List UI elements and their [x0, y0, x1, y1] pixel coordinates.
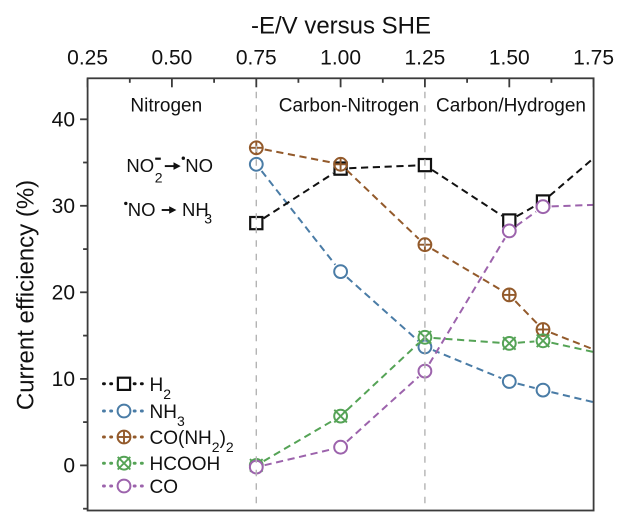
svg-text:NO: NO	[126, 155, 154, 176]
svg-text:0.25: 0.25	[67, 47, 108, 70]
svg-text:10: 10	[52, 368, 75, 391]
svg-text:Current efficiency (%): Current efficiency (%)	[13, 180, 40, 410]
svg-text:20: 20	[52, 282, 75, 305]
svg-text:0.75: 0.75	[236, 47, 277, 70]
svg-text:30: 30	[52, 195, 75, 218]
svg-text:Nitrogen: Nitrogen	[130, 95, 202, 116]
svg-text:2: 2	[155, 169, 163, 185]
svg-text:1.00: 1.00	[320, 47, 361, 70]
svg-text:NH: NH	[182, 199, 209, 220]
svg-text:0.50: 0.50	[151, 47, 192, 70]
svg-text:CO: CO	[150, 477, 179, 498]
svg-text:NO: NO	[185, 155, 213, 176]
svg-text:HCOOH: HCOOH	[150, 454, 221, 475]
svg-text:40: 40	[52, 109, 75, 132]
svg-text:NO: NO	[128, 199, 156, 220]
svg-text:1.75: 1.75	[573, 47, 614, 70]
svg-text:1.50: 1.50	[489, 47, 530, 70]
svg-text:Carbon-Nitrogen: Carbon-Nitrogen	[279, 95, 419, 116]
svg-text:1.25: 1.25	[404, 47, 445, 70]
svg-text:Carbon/Hydrogen: Carbon/Hydrogen	[436, 95, 586, 116]
svg-text:0: 0	[63, 455, 75, 478]
svg-text:3: 3	[204, 210, 212, 226]
svg-text:-E/V versus SHE: -E/V versus SHE	[251, 12, 431, 39]
